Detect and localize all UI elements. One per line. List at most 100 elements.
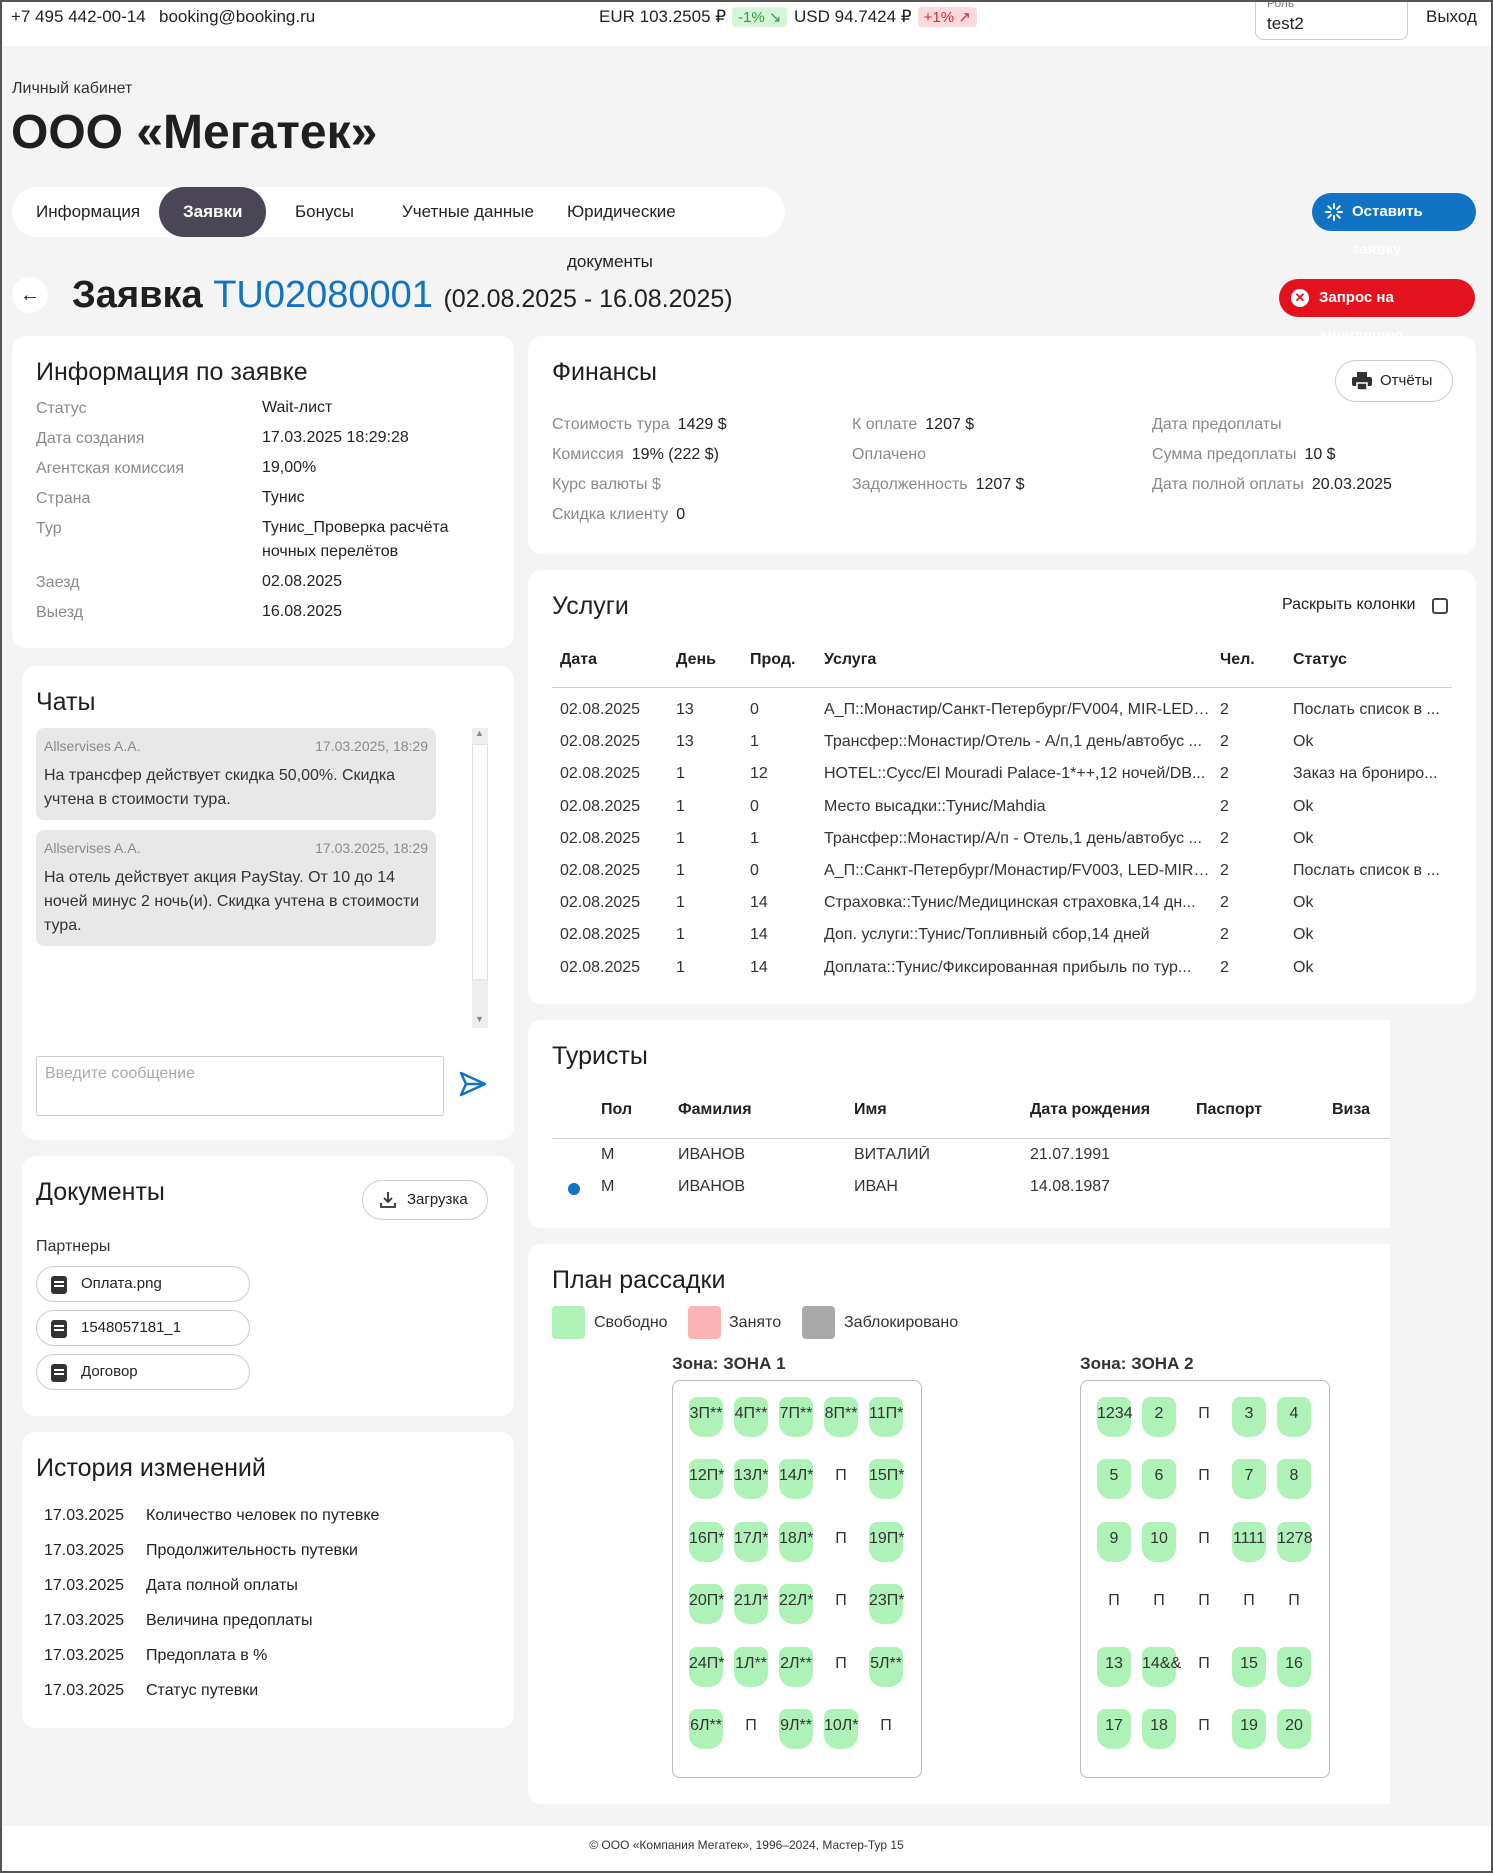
- seat[interactable]: 12П*: [689, 1459, 725, 1500]
- services-header-service[interactable]: Услуга: [824, 651, 877, 668]
- tourist-gender: М: [601, 1146, 615, 1163]
- seat[interactable]: 14&&: [1142, 1646, 1181, 1687]
- service-date: 02.08.2025: [560, 862, 641, 879]
- scroll-down-icon[interactable]: ▼: [475, 1014, 484, 1024]
- seat[interactable]: 16П*: [689, 1521, 725, 1562]
- seat[interactable]: 8: [1277, 1459, 1311, 1500]
- seat[interactable]: 14Л*: [779, 1459, 814, 1500]
- seat[interactable]: 6Л**: [689, 1709, 723, 1749]
- seat[interactable]: 15: [1232, 1646, 1266, 1687]
- upload-button[interactable]: Загрузка: [362, 1180, 488, 1220]
- seat[interactable]: 17Л*: [734, 1521, 769, 1562]
- services-header-date[interactable]: Дата: [560, 651, 598, 668]
- history-date: 17.03.2025: [44, 1507, 125, 1524]
- chat-message: Allservises A.A. 17.03.2025, 18:29 На от…: [36, 830, 436, 946]
- services-header-status[interactable]: Статус: [1293, 651, 1347, 668]
- file-icon: [51, 1276, 67, 1294]
- document-chip[interactable]: Оплата.png: [36, 1266, 250, 1302]
- reports-button[interactable]: Отчёты: [1335, 360, 1453, 402]
- seat[interactable]: 9Л**: [779, 1709, 813, 1749]
- chat-scrollbar[interactable]: ▲ ▼: [472, 728, 488, 1028]
- history-date: 17.03.2025: [44, 1612, 125, 1629]
- seat[interactable]: 2: [1142, 1397, 1176, 1437]
- tab-credentials[interactable]: Учетные данные: [402, 202, 534, 221]
- seat[interactable]: 8П**: [824, 1397, 858, 1437]
- zone1-seat-map: 3П** 4П** 7П** 8П** 11П* 12П* 13Л* 14Л* П 15П* 16П…: [672, 1380, 922, 1778]
- tab-legal-documents[interactable]: Юридические документы: [567, 202, 676, 271]
- phone-link[interactable]: +7 495 442-00-14: [11, 7, 146, 26]
- seat[interactable]: 16: [1277, 1646, 1311, 1687]
- services-header-day[interactable]: День: [676, 651, 716, 668]
- seat[interactable]: 4П**: [734, 1397, 768, 1437]
- seat[interactable]: 17: [1097, 1709, 1131, 1749]
- seat[interactable]: 1234: [1097, 1397, 1133, 1437]
- cancel-request-button[interactable]: ✕ Запрос на аннуляцию: [1279, 279, 1475, 344]
- chat-scrollbar-thumb[interactable]: [472, 744, 488, 980]
- tab-requests[interactable]: Заявки: [159, 187, 267, 237]
- tourists-header-gender: Пол: [601, 1101, 633, 1118]
- seat[interactable]: 18: [1142, 1709, 1176, 1749]
- info-value: 16.08.2025: [262, 603, 343, 620]
- tab-bonuses[interactable]: Бонусы: [295, 202, 355, 221]
- email-link[interactable]: booking@booking.ru: [159, 7, 316, 26]
- tab-info[interactable]: Информация: [36, 202, 141, 221]
- service-status: Ok: [1293, 958, 1314, 976]
- order-prefix: Заявка: [72, 274, 203, 316]
- expand-columns-checkbox[interactable]: [1432, 598, 1448, 614]
- seat[interactable]: 1Л**: [734, 1646, 768, 1687]
- seat[interactable]: 13: [1097, 1646, 1131, 1687]
- seat[interactable]: 21Л*: [734, 1584, 769, 1625]
- order-info-card: Информация по заявке Статус Wait-лист Да…: [12, 336, 514, 648]
- seat[interactable]: 9: [1097, 1521, 1131, 1562]
- seat[interactable]: 24П*: [689, 1646, 725, 1687]
- service-persons: 2: [1220, 862, 1229, 879]
- scroll-up-icon[interactable]: ▲: [475, 728, 484, 738]
- seat[interactable]: 10Л*: [824, 1709, 859, 1749]
- info-label: Страна: [36, 490, 91, 507]
- service-duration: 1: [750, 733, 759, 751]
- seat[interactable]: 20: [1277, 1709, 1311, 1749]
- seat[interactable]: 4: [1277, 1397, 1311, 1437]
- seat[interactable]: 1111: [1232, 1521, 1266, 1562]
- logout-link[interactable]: Выход: [1426, 7, 1477, 26]
- seat[interactable]: 5Л**: [869, 1646, 903, 1687]
- chat-message-input[interactable]: Введите сообщение: [36, 1056, 444, 1116]
- seat[interactable]: 13Л*: [734, 1459, 769, 1500]
- info-label: Выезд: [36, 604, 84, 621]
- seat[interactable]: 3П**: [689, 1397, 723, 1437]
- document-chip[interactable]: 1548057181_1: [36, 1310, 250, 1346]
- seat[interactable]: 19П*: [869, 1521, 905, 1562]
- role-select[interactable]: Роль test2: [1255, 0, 1408, 40]
- services-header-persons[interactable]: Чел.: [1220, 651, 1255, 668]
- seat[interactable]: 15П*: [869, 1459, 905, 1500]
- seat[interactable]: 1278: [1277, 1521, 1313, 1562]
- seat[interactable]: 20П*: [689, 1584, 725, 1625]
- aisle-marker: П: [1198, 1405, 1210, 1422]
- info-value: Тунис: [262, 489, 305, 506]
- back-button[interactable]: ←: [12, 277, 48, 313]
- document-chip[interactable]: Договор: [36, 1354, 250, 1390]
- seat[interactable]: 7: [1232, 1459, 1266, 1500]
- seat[interactable]: 10: [1142, 1521, 1176, 1562]
- seat[interactable]: 19: [1232, 1709, 1266, 1749]
- seat[interactable]: 6: [1142, 1459, 1176, 1500]
- breadcrumb[interactable]: Личный кабинет: [12, 80, 133, 97]
- seat[interactable]: 5: [1097, 1459, 1131, 1500]
- eur-rate: EUR 103.2505 ₽ -1% ↘: [599, 7, 788, 27]
- document-name: 1548057181_1: [81, 1319, 182, 1336]
- seat[interactable]: 23П*: [869, 1584, 905, 1625]
- finance-value: 0: [676, 506, 686, 523]
- new-request-button[interactable]: Оставить заявку: [1312, 193, 1476, 258]
- seat[interactable]: 7П**: [779, 1397, 813, 1437]
- seat[interactable]: 11П*: [869, 1397, 903, 1437]
- service-date: 02.08.2025: [560, 958, 641, 976]
- send-icon[interactable]: [458, 1070, 488, 1098]
- services-header-duration[interactable]: Прод.: [750, 651, 796, 668]
- seat[interactable]: 3: [1232, 1397, 1266, 1437]
- seat[interactable]: 22Л*: [779, 1584, 814, 1625]
- seat[interactable]: 18Л*: [779, 1521, 814, 1562]
- document-name: Оплата.png: [81, 1275, 162, 1292]
- aisle-marker: П: [1198, 1529, 1210, 1547]
- service-persons: 2: [1220, 765, 1229, 783]
- seat[interactable]: 2Л**: [779, 1646, 813, 1687]
